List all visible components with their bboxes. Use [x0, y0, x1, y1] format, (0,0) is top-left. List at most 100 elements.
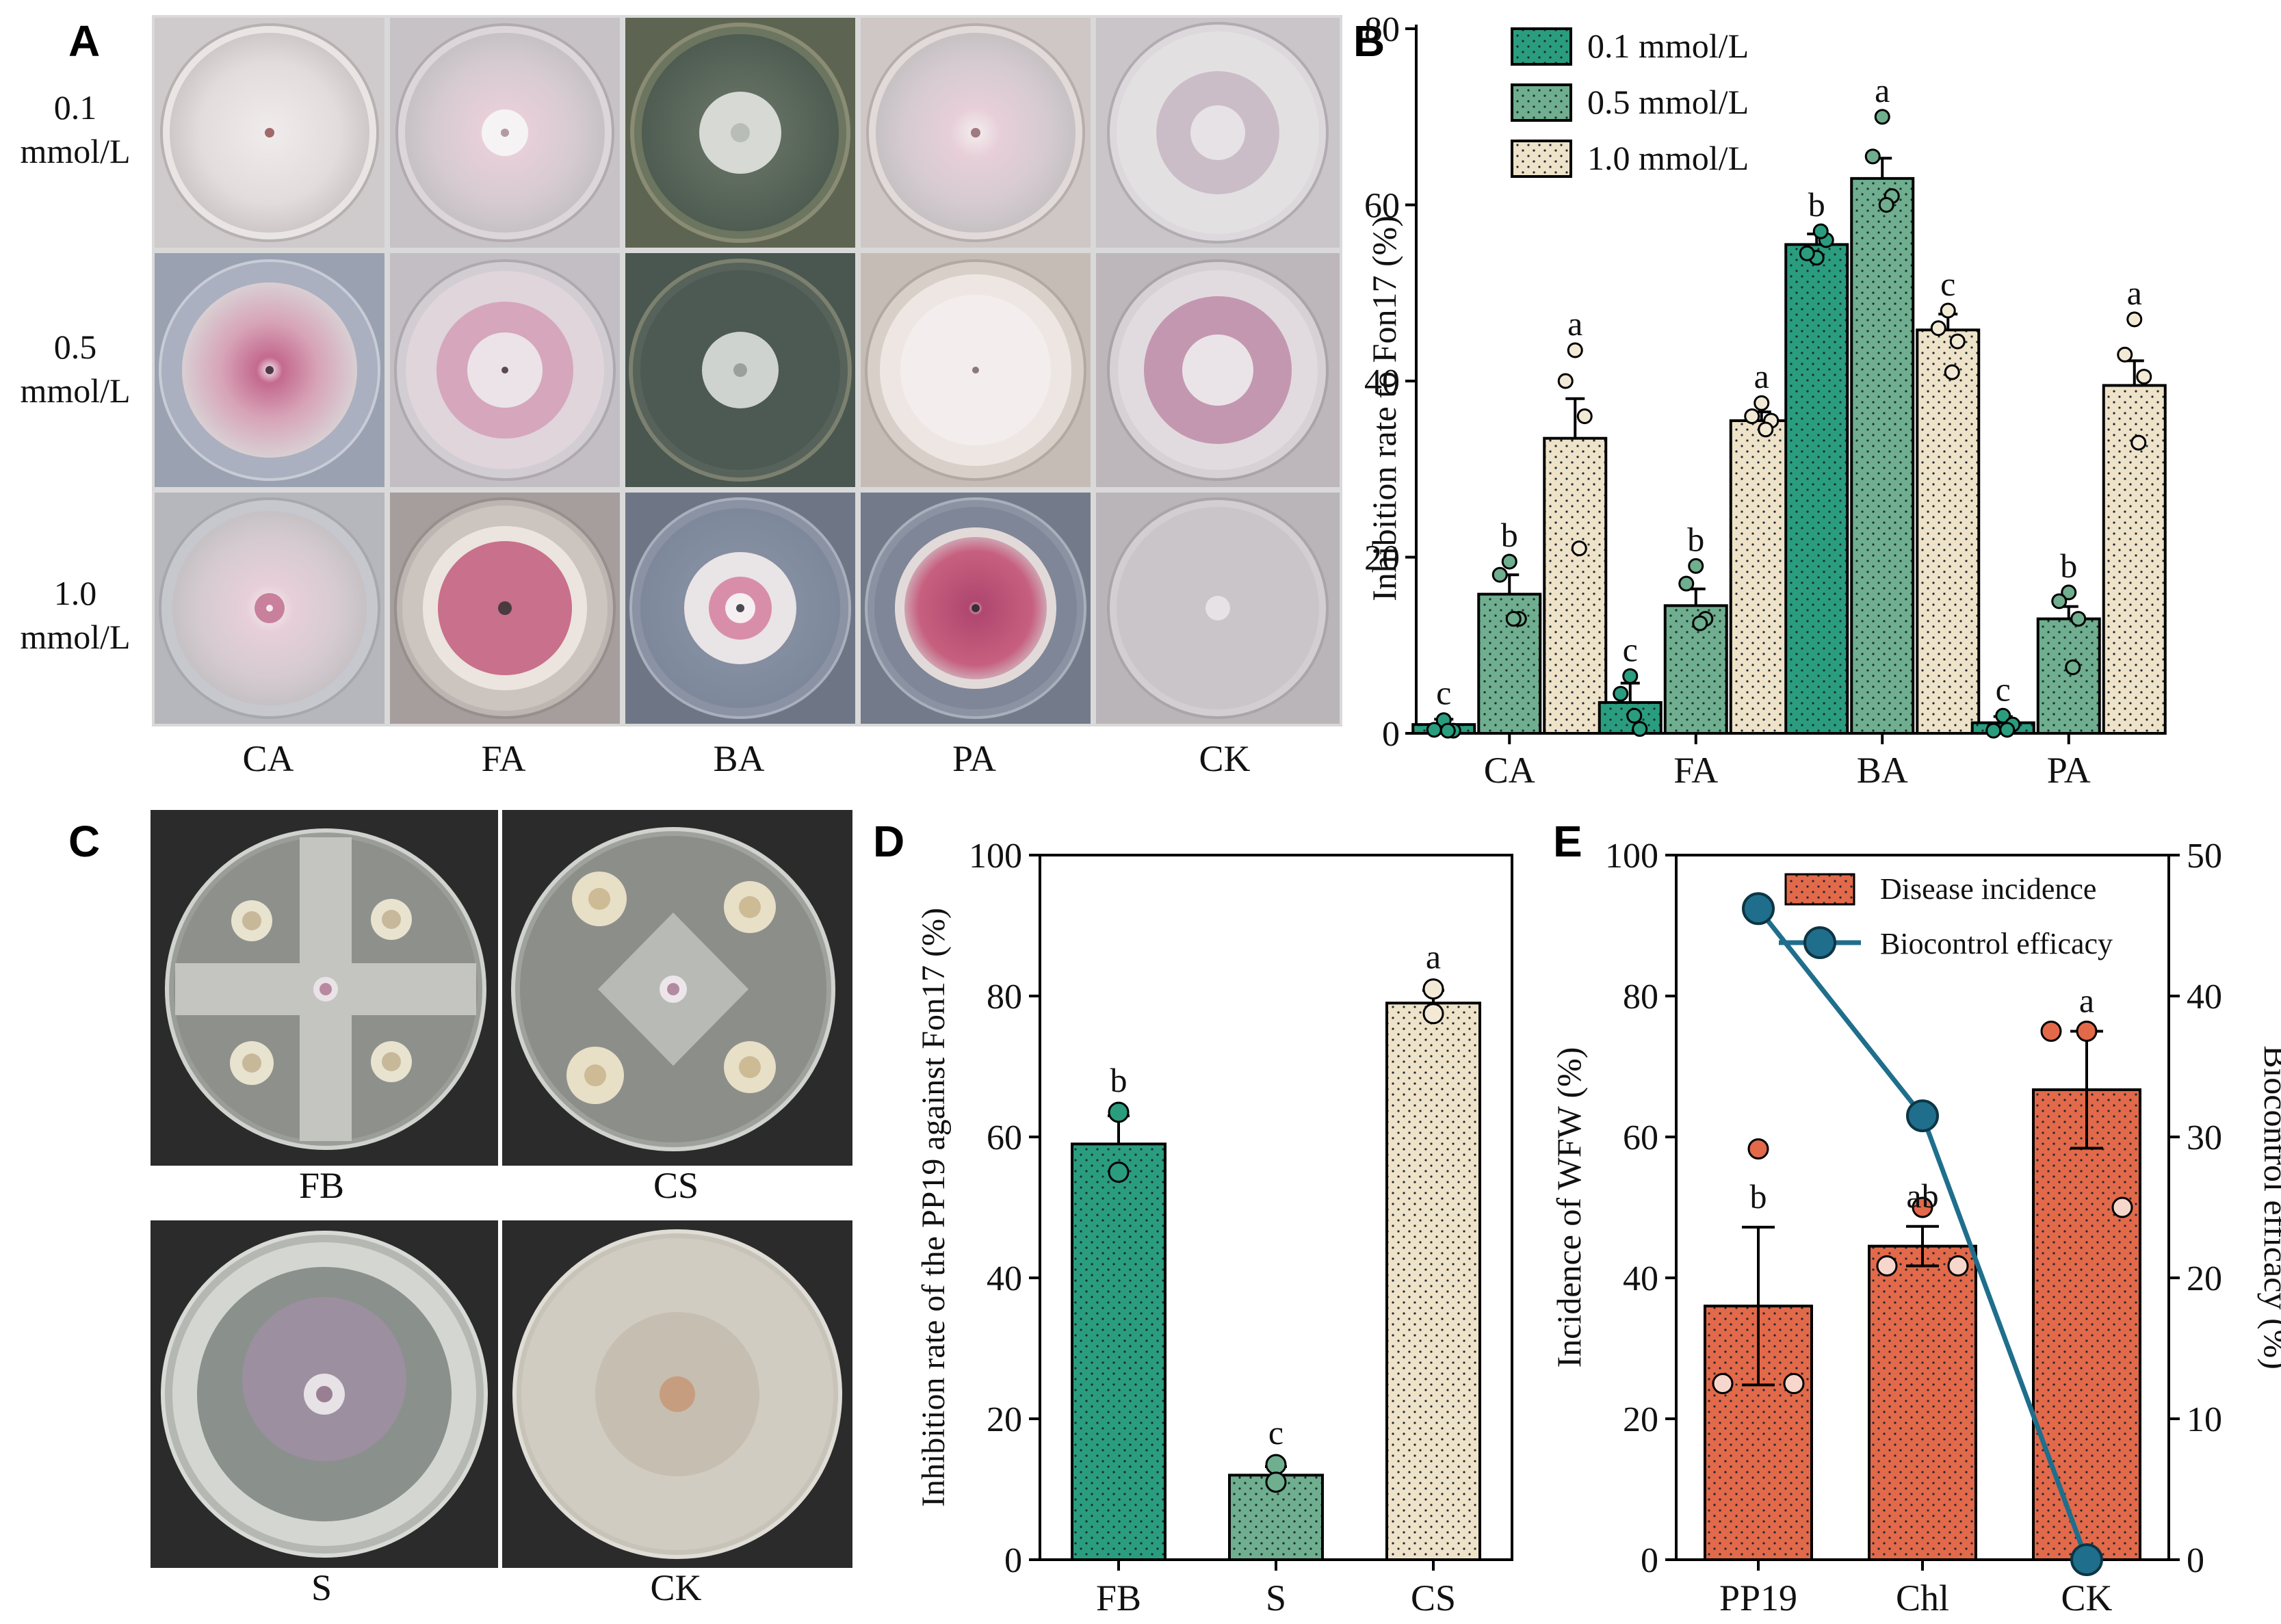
significance-letter: b: [1750, 1177, 1767, 1216]
plate-photo-fb: [151, 810, 498, 1166]
data-point: [1947, 1255, 1969, 1276]
plate-ca-1.0: [155, 493, 384, 724]
data-point: [1995, 707, 2011, 724]
data-point: [2136, 369, 2152, 385]
y-tick-label: 80: [1364, 10, 1400, 49]
panel-a-plates-svg: [155, 18, 1340, 724]
legend-swatch: [1784, 873, 1855, 906]
y-tick-label: 100: [1605, 837, 1658, 876]
y-tick-label: 0: [1641, 1541, 1658, 1580]
plate-photo-s-svg: [151, 1220, 498, 1568]
plate-ba-0.5: [625, 253, 855, 487]
significance-letter: a: [1567, 304, 1582, 343]
plate-pa-0.1: [861, 18, 1091, 248]
data-point: [2070, 611, 2087, 627]
y2-tick-label: 0: [2187, 1541, 2204, 1580]
plate-photo-cs-svg: [502, 810, 852, 1166]
row-label-unit: mmol/L: [20, 371, 131, 410]
plate-photo-s: [151, 1220, 498, 1568]
data-point: [1108, 1162, 1130, 1183]
panel-d-label: D: [873, 817, 905, 866]
significance-letter: c: [1268, 1413, 1283, 1452]
legend-label: Disease incidence: [1880, 872, 2096, 906]
legend-swatch: [1511, 83, 1572, 122]
y-tick-label: 60: [1623, 1118, 1658, 1157]
panel-e-chart: 0 20 40 60 80 100 0 10 20 30 40 50 Incidence of WFW …: [1553, 837, 2281, 1619]
column-label-ck: CK: [1199, 738, 1251, 779]
data-point: [1571, 540, 1587, 557]
significance-letter: a: [1426, 938, 1441, 976]
data-point: [2126, 311, 2143, 328]
y2-tick-label: 10: [2187, 1400, 2222, 1439]
data-point: [1688, 558, 1704, 574]
legend-swatch: [1511, 27, 1572, 66]
plate-ck-0.1: [1096, 18, 1340, 248]
y-axis-title: Inhibition rate to Fon17 (%): [1365, 215, 1403, 601]
data-point: [1754, 395, 1770, 411]
significance-letter: ab: [1906, 1177, 1938, 1215]
y-axis-title: Inhibition rate of the PP19 against Fon1…: [915, 908, 952, 1507]
legend-label: Biocontrol efficacy: [1880, 927, 2113, 960]
bar: [1663, 604, 1728, 735]
data-point: [1912, 1196, 1933, 1218]
data-point: [1576, 408, 1593, 424]
data-point: [1758, 421, 1774, 438]
plate-fa-1.0: [390, 493, 620, 724]
y2-tick-label: 20: [2187, 1259, 2222, 1298]
data-point: [1265, 1454, 1287, 1476]
bar: [1598, 700, 1663, 735]
data-point: [1265, 1471, 1287, 1493]
column-label-pa: PA: [952, 738, 997, 779]
bar: [1784, 243, 1849, 735]
bar: [1868, 1244, 1977, 1562]
column-label-ca: CA: [242, 738, 294, 779]
significance-letter: b: [1808, 185, 1825, 224]
y-tick-label: 100: [969, 837, 1022, 876]
x-tick-label: FA: [1673, 750, 1718, 787]
plate-photo-fb-svg: [151, 810, 498, 1166]
row-label-2: 1.0 mmol/L: [0, 571, 151, 659]
significance-letter: b: [1687, 520, 1704, 558]
column-label-fa: FA: [481, 738, 526, 779]
row-label-1: 0.5 mmol/L: [0, 325, 151, 412]
significance-letter: a: [2079, 982, 2094, 1020]
x-tick-label: CA: [1484, 750, 1535, 787]
data-point: [1632, 721, 1648, 737]
bar: [1071, 1142, 1166, 1561]
x-tick-label: CS: [1411, 1577, 1456, 1619]
y-tick-label: 20: [1364, 539, 1400, 578]
data-point: [1799, 245, 1815, 261]
plate-photo-ck-svg: [502, 1220, 852, 1568]
significance-letter: c: [1436, 673, 1451, 711]
legend-marker: [1803, 926, 1836, 959]
data-point: [1613, 685, 1629, 702]
row-label-0: 0.1 mmol/L: [0, 86, 151, 173]
y-tick-label: 80: [1623, 978, 1658, 1017]
x-tick-label: PP19: [1719, 1577, 1797, 1619]
data-point: [1439, 722, 1456, 739]
y2-tick-label: 30: [2187, 1118, 2222, 1157]
significance-letter: c: [1996, 670, 2011, 708]
data-point: [1930, 320, 1946, 337]
legend-label: 1.0 mmol/L: [1587, 139, 1749, 177]
data-point: [1678, 575, 1695, 592]
y2-tick-label: 50: [2187, 837, 2222, 876]
plate-fa-0.5: [390, 253, 620, 487]
data-point: [1744, 408, 1760, 424]
data-point: [1501, 553, 1517, 570]
legend-label: 0.5 mmol/L: [1587, 83, 1749, 121]
data-point: [1422, 978, 1444, 1000]
x-tick-label: FB: [1096, 1577, 1141, 1619]
panel-b-chart: 0 20 40 60 80 Inhibition rate to Fon17 (%) CA c…: [1364, 10, 2167, 787]
data-point: [1422, 1003, 1444, 1025]
x-tick-label: CK: [2061, 1577, 2112, 1619]
bar: [2036, 617, 2101, 735]
data-point: [1783, 1373, 1805, 1394]
plate-pa-0.5: [861, 253, 1091, 487]
data-point: [1622, 668, 1639, 684]
data-point: [1692, 615, 1708, 631]
plate-pa-1.0: [861, 493, 1091, 724]
data-point: [1505, 611, 1522, 627]
data-point: [2076, 1021, 2098, 1042]
data-point: [1426, 722, 1442, 738]
